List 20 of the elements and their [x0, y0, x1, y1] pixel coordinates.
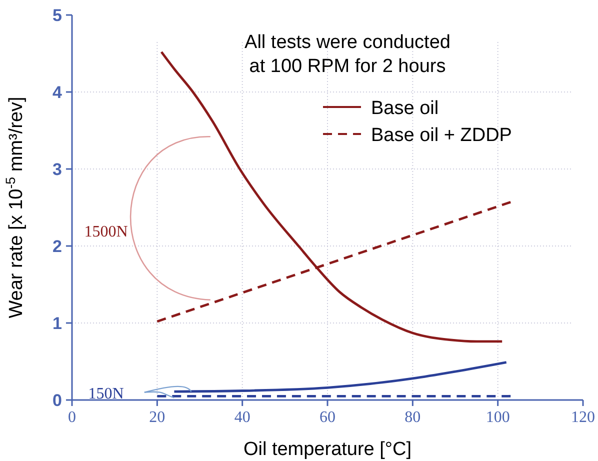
y-tick-label: 2: [52, 237, 62, 256]
x-tick-label: 40: [234, 409, 250, 426]
x-tick-label: 100: [486, 409, 510, 426]
annotation: All tests were conducted at 100 RPM for 2 hours: [244, 32, 450, 77]
annotation: 1500N: [84, 224, 128, 241]
x-axis-title: Oil temperature [°C]: [243, 439, 412, 460]
y-tick-label: 5: [52, 6, 62, 25]
legend-label: Base oil: [371, 98, 439, 119]
x-tick-label: 20: [149, 409, 166, 426]
y-tick-label: 0: [52, 391, 62, 410]
legend-label: Base oil + ZDDP: [371, 125, 512, 146]
annotation: 150N: [88, 385, 124, 402]
y-tick-label: 1: [52, 314, 62, 333]
x-tick-label: 0: [68, 409, 76, 426]
x-tick-label: 60: [320, 409, 336, 426]
x-tick-label: 120: [571, 409, 595, 426]
line-series: [173, 361, 508, 393]
y-tick-label: 3: [52, 160, 62, 179]
y-tick-label: 4: [52, 83, 63, 102]
x-tick-label: 80: [404, 409, 421, 426]
